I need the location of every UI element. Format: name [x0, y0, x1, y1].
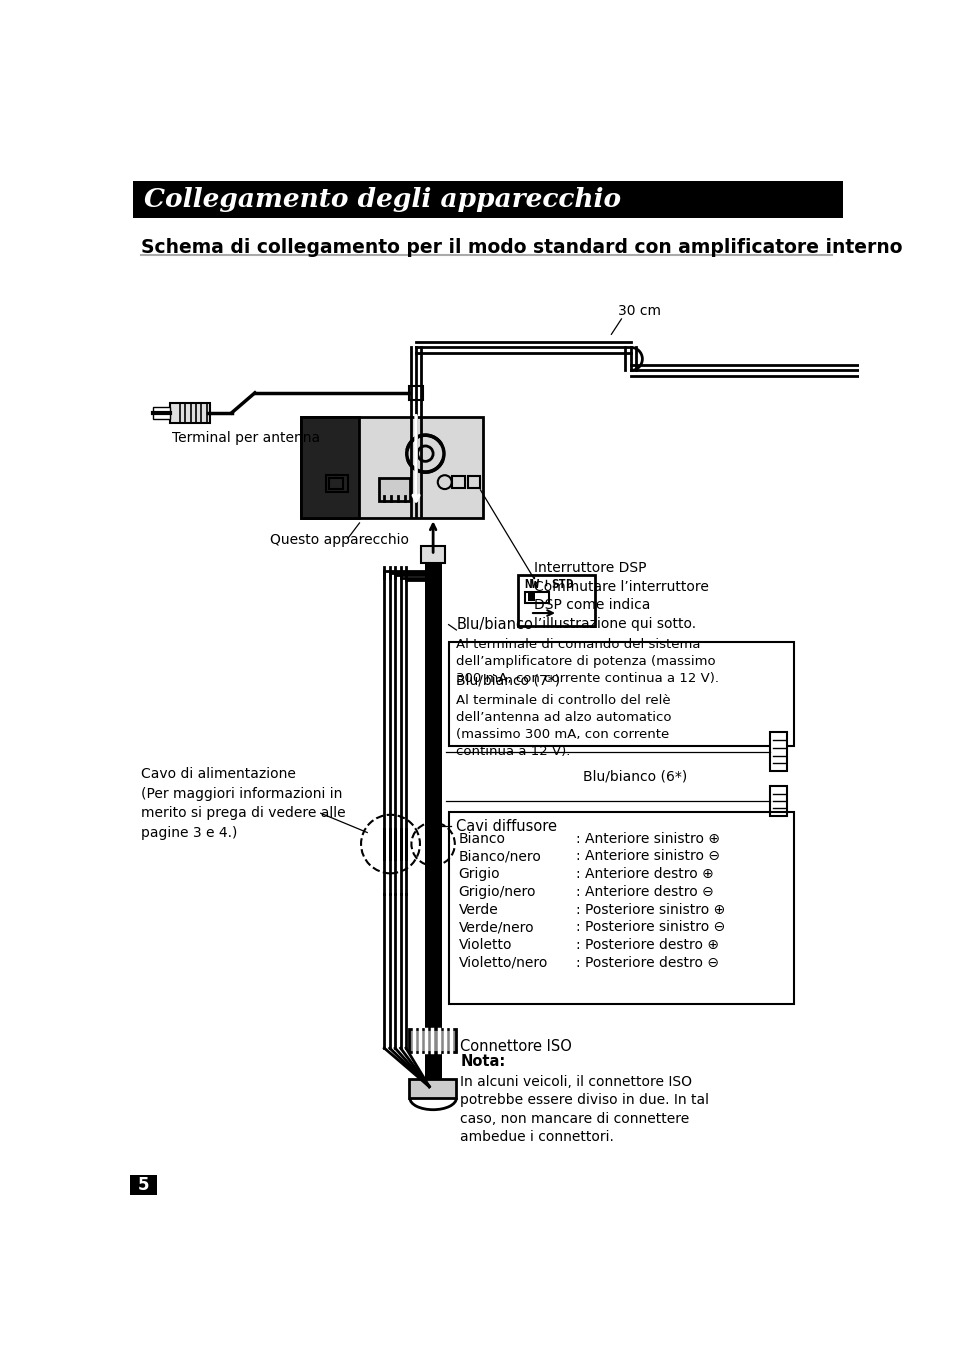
Bar	[301, 417, 483, 519]
Text: 5: 5	[137, 1176, 149, 1194]
Bar	[170, 402, 210, 423]
Bar	[409, 1079, 456, 1098]
FancyBboxPatch shape	[517, 576, 595, 626]
Text: Connettore ISO: Connettore ISO	[459, 1039, 572, 1054]
Text: Schema di collegamento per il modo standard con amplificatore interno: Schema di collegamento per il modo stand…	[141, 237, 902, 257]
Bar	[524, 592, 549, 603]
Text: STD: STD	[550, 579, 573, 591]
Bar	[527, 593, 535, 600]
Text: Verde: Verde	[458, 902, 497, 916]
Text: Terminal per antenna: Terminal per antenna	[172, 431, 320, 446]
Text: Blu/bianco (6*): Blu/bianco (6*)	[582, 770, 686, 783]
Text: : Posteriore destro ⊖: : Posteriore destro ⊖	[576, 955, 719, 970]
FancyBboxPatch shape	[378, 478, 410, 501]
Bar	[452, 476, 464, 488]
Text: Interruttore DSP
Commutare l’interruttore
DSP come indica
l’illustrazione qui so: Interruttore DSP Commutare l’interruttor…	[534, 561, 708, 630]
Bar	[130, 1175, 157, 1195]
Text: Violetto/nero: Violetto/nero	[458, 955, 548, 970]
Text: Bianco: Bianco	[458, 832, 505, 846]
Text: NW: NW	[524, 579, 539, 591]
Text: : Posteriore sinistro ⊖: : Posteriore sinistro ⊖	[576, 920, 725, 934]
Text: : Anteriore destro ⊖: : Anteriore destro ⊖	[576, 885, 714, 898]
Bar	[424, 562, 441, 1098]
Bar	[152, 406, 170, 419]
Text: Verde/nero: Verde/nero	[458, 920, 534, 934]
Text: : Posteriore destro ⊕: : Posteriore destro ⊕	[576, 938, 719, 953]
Text: Grigio/nero: Grigio/nero	[458, 885, 536, 898]
Text: Violetto: Violetto	[458, 938, 512, 953]
Text: Collegamento degli apparecchio: Collegamento degli apparecchio	[144, 187, 620, 213]
Text: Cavo di alimentazione
(Per maggiori informazioni in
merito si prega di vedere al: Cavo di alimentazione (Per maggiori info…	[141, 767, 345, 840]
Bar	[409, 386, 422, 400]
Text: Blu/bianco: Blu/bianco	[456, 617, 533, 631]
Text: : Anteriore destro ⊕: : Anteriore destro ⊕	[576, 867, 714, 881]
Text: Blu/bianco (7*): Blu/bianco (7*)	[456, 673, 560, 688]
Text: Grigio: Grigio	[458, 867, 499, 881]
Bar	[409, 1028, 456, 1051]
Text: Questo apparecchio: Questo apparecchio	[270, 533, 409, 547]
Bar	[769, 733, 786, 771]
Text: Nota:: Nota:	[459, 1054, 505, 1069]
Text: Al terminale di controllo del relè
dell’antenna ad alzo automatico
(massimo 300 : Al terminale di controllo del relè dell’…	[456, 694, 671, 757]
Bar	[769, 786, 786, 816]
Bar	[468, 476, 480, 488]
Text: Cavi diffusore: Cavi diffusore	[456, 818, 557, 833]
Text: Bianco/nero: Bianco/nero	[458, 850, 541, 863]
Text: Al terminale di comando del sistema
dell’amplificatore di potenza (massimo
300 m: Al terminale di comando del sistema dell…	[456, 638, 719, 684]
Bar	[421, 546, 444, 562]
Text: In alcuni veicoli, il connettore ISO
potrebbe essere diviso in due. In tal
caso,: In alcuni veicoli, il connettore ISO pot…	[459, 1075, 708, 1144]
Text: 30 cm: 30 cm	[617, 305, 659, 318]
Bar	[133, 182, 842, 218]
Bar	[301, 417, 359, 519]
Text: : Posteriore sinistro ⊕: : Posteriore sinistro ⊕	[576, 902, 725, 916]
Bar	[329, 478, 343, 489]
Text: : Anteriore sinistro ⊕: : Anteriore sinistro ⊕	[576, 832, 720, 846]
Text: : Anteriore sinistro ⊖: : Anteriore sinistro ⊖	[576, 850, 720, 863]
